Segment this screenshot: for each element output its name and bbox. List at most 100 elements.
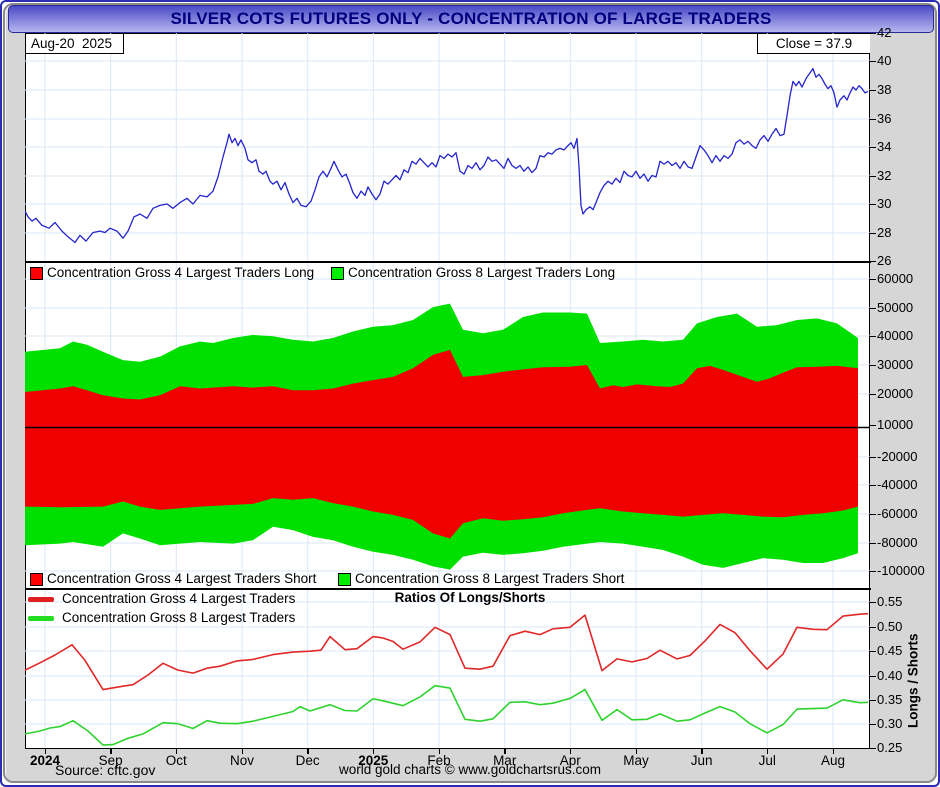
legend-label-ratio-4: Concentration Gross 4 Largest Traders (62, 591, 296, 606)
credit-note: world gold charts © www.goldchartsrus.co… (338, 762, 602, 777)
y-tick-mark (869, 650, 876, 652)
y-tick-mark (869, 335, 876, 337)
y-tick-label: 20000 (877, 386, 914, 401)
y-tick-mark (869, 601, 876, 603)
legend-label-4-short: Concentration Gross 4 Largest Traders Sh… (47, 571, 317, 586)
x-tick-label: 2024 (29, 753, 61, 768)
y-tick-label: 10000 (877, 417, 914, 432)
y-tick-label: -40000 (877, 477, 918, 492)
y-tick-mark (869, 364, 876, 366)
source-note: Source: cftc.gov (55, 762, 156, 778)
ratio-chart (25, 589, 870, 748)
legend-label-8-long: Concentration Gross 8 Largest Traders Lo… (348, 265, 616, 280)
y-tick-mark (869, 675, 876, 677)
close-label: Close = 37.9 (757, 34, 870, 54)
y-tick-mark (869, 32, 876, 34)
x-tick-label: Apr (559, 753, 581, 768)
y-tick-label: 42 (877, 25, 892, 40)
x-tick-mark (832, 749, 834, 754)
y-tick-mark (869, 484, 876, 486)
y-tick-label: 0.50 (877, 619, 903, 634)
x-tick-label: Jul (758, 753, 776, 768)
y-tick-label: 30 (877, 196, 892, 211)
y-tick-label: 0.35 (877, 692, 903, 707)
y-tick-label: 36 (877, 111, 892, 126)
y-tick-mark (869, 424, 876, 426)
y-tick-mark (869, 203, 876, 205)
date-label: Aug-20 2025 (26, 34, 124, 54)
y-tick-mark (869, 278, 876, 280)
chart-title: SILVER COTS FUTURES ONLY - CONCENTRATION… (170, 9, 772, 28)
legend-swatch-red-icon (30, 267, 43, 280)
price-chart (25, 33, 870, 261)
y-tick-mark (869, 146, 876, 148)
x-tick-label: Nov (229, 753, 254, 768)
y-tick-mark (869, 570, 876, 572)
y-tick-label: 40 (877, 53, 892, 68)
ratio-panel-title: Ratios Of Longs/Shorts (394, 590, 546, 605)
x-tick-mark (241, 749, 243, 754)
x-tick-mark (569, 749, 572, 754)
x-tick-mark (44, 749, 46, 754)
y-tick-label: 0.30 (877, 716, 903, 731)
x-tick-mark (372, 749, 375, 754)
legend-swatch-green-icon (338, 573, 351, 586)
x-tick-label: Mar (493, 753, 517, 768)
y-tick-label: 60000 (877, 271, 914, 286)
title-bar: SILVER COTS FUTURES ONLY - CONCENTRATION… (8, 5, 934, 33)
y-tick-mark (869, 175, 876, 177)
y-tick-mark (869, 89, 876, 91)
x-tick-mark (635, 749, 637, 754)
y-tick-mark (869, 260, 876, 262)
y-tick-mark (869, 513, 876, 515)
x-tick-label: Dec (295, 753, 320, 768)
y-tick-label: -20000 (877, 449, 918, 464)
y-tick-label: 0.55 (877, 594, 903, 609)
y-tick-label: 32 (877, 168, 892, 183)
legend-long: Concentration Gross 4 Largest Traders Lo… (0, 265, 870, 281)
y-tick-mark (869, 747, 876, 749)
concentration-area-chart (25, 262, 870, 588)
y-tick-mark (869, 393, 876, 395)
y-tick-label: 26 (877, 253, 892, 268)
panel-separator-1 (25, 260, 871, 263)
x-tick-label: Aug (820, 753, 846, 768)
x-tick-mark (110, 749, 112, 754)
legend-short: Concentration Gross 4 Largest Traders Sh… (0, 571, 870, 587)
y-tick-mark (869, 60, 876, 62)
y-tick-mark (869, 626, 876, 628)
x-tick-mark (438, 749, 440, 754)
legend-swatch-green-icon (331, 267, 344, 280)
y-tick-mark (869, 456, 876, 458)
y-tick-label: 40000 (877, 328, 914, 343)
x-tick-label: Sep (98, 753, 123, 768)
y-tick-mark (869, 723, 876, 725)
legend-ratio-4: Concentration Gross 4 Largest Traders (0, 591, 620, 607)
y-tick-label: 28 (877, 225, 892, 240)
y-tick-mark (869, 232, 876, 234)
x-tick-label: 2025 (358, 753, 389, 768)
legend-label-8-short: Concentration Gross 8 Largest Traders Sh… (355, 571, 625, 586)
panel-separator-2 (25, 587, 871, 590)
y-tick-mark (869, 542, 876, 544)
y-tick-label: 0.25 (877, 740, 903, 755)
x-tick-label: Jun (690, 753, 713, 768)
legend-label-4-long: Concentration Gross 4 Largest Traders Lo… (47, 265, 315, 280)
legend-label-ratio-8: Concentration Gross 8 Largest Traders (62, 610, 296, 625)
legend-line-green-icon (28, 616, 54, 621)
x-tick-label: Feb (427, 753, 451, 768)
y-tick-label: 0.45 (877, 643, 903, 658)
x-tick-label: May (623, 753, 649, 768)
y-axis-unit-label: Longs / Shorts (905, 633, 921, 728)
x-tick-mark (701, 749, 703, 754)
y-tick-label: 34 (877, 139, 892, 154)
legend-ratio-8: Concentration Gross 8 Largest Traders (0, 610, 620, 626)
legend-line-red-icon (28, 597, 54, 602)
y-tick-label: 50000 (877, 300, 914, 315)
y-tick-mark (869, 307, 876, 309)
y-tick-label: 0.40 (877, 668, 903, 683)
y-tick-label: -80000 (877, 535, 918, 550)
x-tick-mark (766, 749, 769, 754)
x-tick-mark (307, 749, 309, 754)
